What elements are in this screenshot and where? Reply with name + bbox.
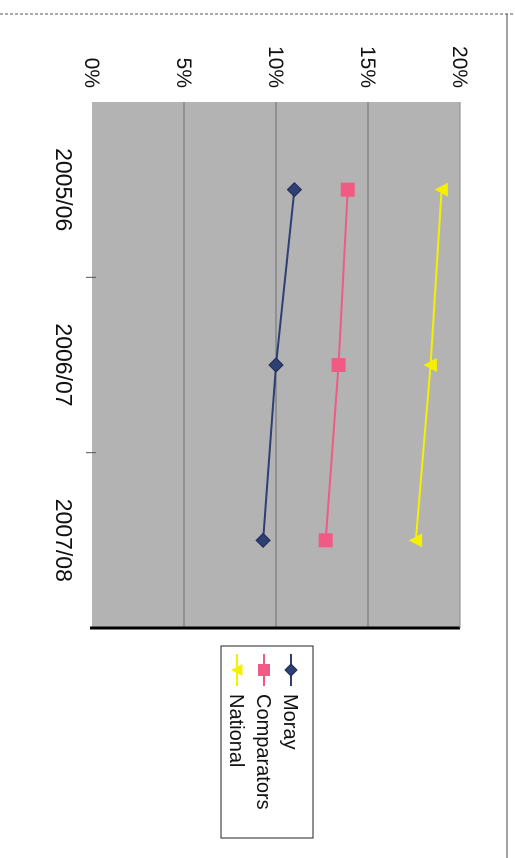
legend-label: Comparators: [252, 694, 274, 810]
data-point-comparators: [318, 533, 333, 548]
y-axis-ticks: 0% 5% 10% 15% 20%: [80, 46, 471, 88]
data-point-national: [423, 358, 437, 372]
legend-marker-square: [258, 664, 270, 676]
x-axis-labels: 2005/06 2006/07 2007/08: [51, 148, 77, 582]
series-national: [408, 182, 448, 548]
data-point-moray: [255, 532, 271, 549]
legend-marker-triangle: [231, 664, 243, 676]
y-tick-label: 15%: [356, 46, 379, 88]
legend-item-moray: Moray: [279, 654, 301, 750]
legend-item-comparators: Comparators: [252, 654, 274, 810]
y-tick-label: 10%: [264, 46, 287, 88]
y-tick-label: 5%: [172, 58, 195, 88]
data-point-national: [408, 533, 423, 548]
y-tick-label: 20%: [448, 46, 471, 88]
x-category-label: 2006/07: [51, 323, 77, 406]
legend-label: National: [225, 694, 247, 767]
x-category-label: 2005/06: [51, 148, 77, 231]
series-comparators: [318, 182, 355, 548]
data-point-moray: [286, 181, 303, 198]
chart-root: 0% 5% 10% 15% 20% 2005/06 2006/07 2007/08: [51, 46, 471, 630]
legend-item-national: National: [225, 654, 247, 767]
series-moray: [255, 181, 303, 549]
data-point-national: [434, 182, 448, 197]
legend-marker-diamond: [284, 663, 298, 677]
legend-box: [220, 645, 314, 839]
y-tick-label: 0%: [80, 58, 103, 88]
x-category-label: 2007/08: [51, 499, 77, 582]
data-point-moray: [268, 357, 284, 373]
series-layer: [255, 181, 448, 549]
data-point-comparators: [340, 182, 355, 197]
legend-label: Moray: [279, 694, 301, 750]
data-point-comparators: [331, 358, 346, 372]
